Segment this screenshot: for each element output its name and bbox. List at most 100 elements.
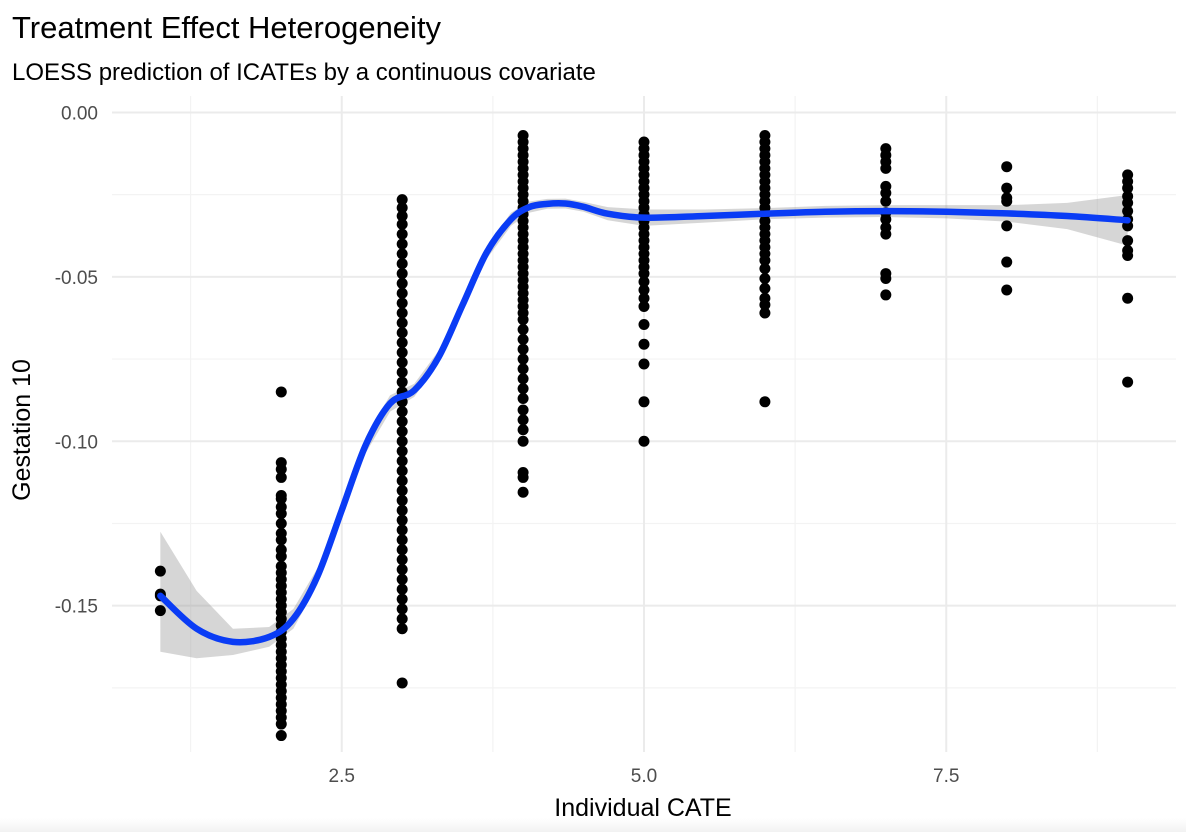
data-point [517, 486, 529, 498]
data-point [1001, 284, 1013, 296]
data-point [396, 346, 408, 358]
data-point [396, 475, 408, 487]
data-point [1001, 195, 1013, 207]
data-point [517, 435, 529, 447]
data-point [396, 268, 408, 280]
data-point [396, 406, 408, 418]
data-point [275, 718, 287, 730]
data-point [517, 333, 529, 345]
data-point [396, 554, 408, 566]
data-point [517, 471, 529, 483]
data-point [396, 445, 408, 457]
data-point [1122, 197, 1134, 209]
data-point [517, 314, 529, 326]
data-point [638, 292, 650, 304]
data-point [154, 605, 166, 617]
x-axis-title: Individual CATE [554, 794, 731, 822]
data-point [517, 363, 529, 375]
x-tick-label: 7.5 [933, 766, 959, 787]
data-point [396, 514, 408, 526]
data-point [880, 162, 892, 174]
data-point [880, 228, 892, 240]
data-point [638, 319, 650, 331]
data-point [638, 358, 650, 370]
data-point [517, 414, 529, 426]
data-point [396, 297, 408, 309]
data-point [396, 573, 408, 585]
data-point [759, 307, 771, 319]
data-point [396, 455, 408, 467]
data-point [1001, 220, 1013, 232]
data-point [517, 343, 529, 355]
data-point [396, 677, 408, 689]
data-point [638, 284, 650, 296]
data-point [759, 282, 771, 294]
data-point [396, 416, 408, 428]
data-point [396, 202, 408, 214]
data-point [396, 376, 408, 388]
x-axis-ticks: 2.5 5.0 7.5 [329, 766, 960, 787]
data-point [638, 338, 650, 350]
data-point [396, 337, 408, 349]
data-point [396, 366, 408, 378]
data-point [517, 393, 529, 405]
data-point [396, 435, 408, 447]
y-tick-label: -0.15 [55, 597, 98, 618]
y-axis-title: Gestation 10 [8, 359, 36, 501]
chart-subtitle: LOESS prediction of ICATEs by a continuo… [12, 59, 596, 86]
data-point [1122, 235, 1134, 247]
data-point [759, 254, 771, 266]
data-point [396, 258, 408, 270]
bottom-fade [0, 818, 1186, 832]
data-point [638, 396, 650, 408]
data-point [396, 277, 408, 289]
chart-title: Treatment Effect Heterogeneity [12, 10, 442, 45]
x-tick-label: 2.5 [329, 766, 355, 787]
data-point [275, 534, 287, 546]
data-point [154, 565, 166, 577]
data-point [275, 471, 287, 483]
data-point [275, 386, 287, 398]
data-point [759, 272, 771, 284]
data-point [517, 353, 529, 365]
data-point [275, 550, 287, 562]
y-axis-ticks: 0.00 -0.05 -0.10 -0.15 [55, 103, 98, 617]
data-point [396, 228, 408, 240]
data-point [638, 268, 650, 280]
data-point [396, 544, 408, 556]
data-point [1122, 205, 1134, 217]
data-point [396, 583, 408, 595]
data-point [396, 613, 408, 625]
data-point [396, 194, 408, 206]
data-point [517, 373, 529, 385]
data-point [396, 356, 408, 368]
y-tick-label: 0.00 [61, 103, 98, 124]
data-point [396, 218, 408, 230]
data-point [396, 504, 408, 516]
data-point [275, 730, 287, 742]
data-point [1001, 182, 1013, 194]
data-point [517, 424, 529, 436]
data-point [396, 210, 408, 222]
data-point [1001, 161, 1013, 173]
x-tick-label: 5.0 [631, 766, 657, 787]
data-point [880, 195, 892, 207]
data-points [154, 129, 1134, 742]
data-point [396, 287, 408, 299]
data-point [396, 524, 408, 536]
data-point [1122, 376, 1134, 388]
data-point [759, 396, 771, 408]
data-point [1122, 292, 1134, 304]
data-point [396, 564, 408, 576]
data-point [396, 623, 408, 635]
data-point [638, 300, 650, 312]
data-point [396, 485, 408, 497]
data-point [396, 248, 408, 260]
data-point [1001, 256, 1013, 268]
data-point [517, 404, 529, 416]
data-point [396, 307, 408, 319]
data-point [396, 603, 408, 615]
data-point [638, 276, 650, 288]
data-point [275, 517, 287, 529]
